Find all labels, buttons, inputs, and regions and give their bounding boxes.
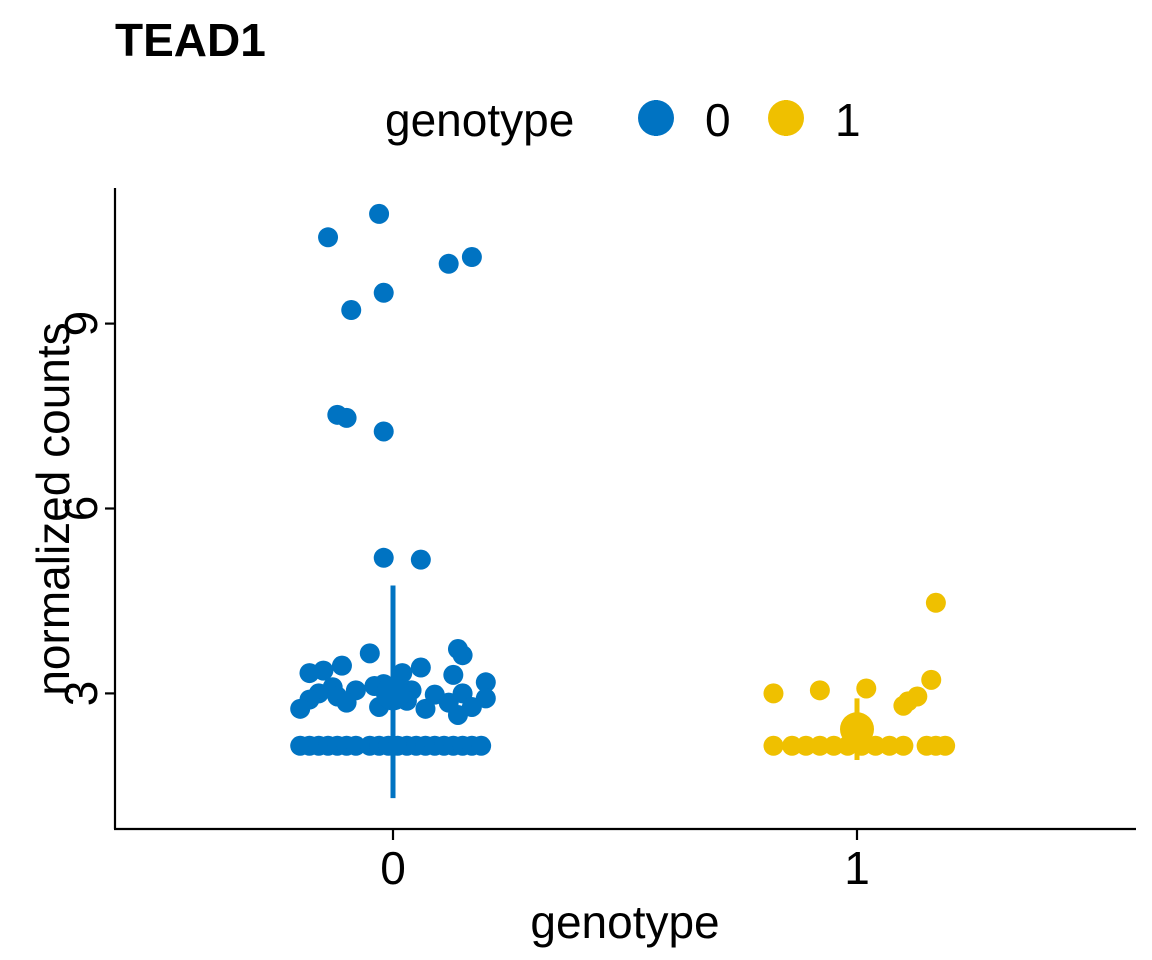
x-tick-label-0: 0 — [380, 842, 406, 894]
point-genotype-0-47 — [345, 735, 366, 756]
point-genotype-0-17 — [299, 663, 320, 684]
point-genotype-0-60 — [471, 735, 492, 756]
point-genotype-0-1 — [369, 203, 390, 224]
point-genotype-0-0 — [318, 227, 339, 248]
point-genotype-1-10 — [795, 735, 816, 756]
point-genotype-0-36 — [290, 698, 311, 719]
x-axis-label: genotype — [530, 896, 719, 948]
legend-entry-1: 1 — [768, 94, 861, 146]
point-genotype-1-16 — [879, 735, 900, 756]
point-genotype-1-17 — [893, 735, 914, 756]
legend-entry-0: 0 — [638, 94, 731, 146]
y-tick-label-2: 9 — [55, 311, 107, 337]
legend-label-1: 1 — [835, 94, 861, 146]
point-genotype-1-7 — [893, 695, 914, 716]
chart-title: TEAD1 — [115, 14, 266, 66]
plot-area — [290, 203, 956, 799]
y-tick-label-0: 3 — [55, 681, 107, 707]
point-genotype-1-12 — [823, 735, 844, 756]
y-ticks: 3 6 9 — [55, 311, 115, 706]
point-genotype-0-3 — [461, 247, 482, 268]
point-genotype-0-14 — [331, 655, 352, 676]
point-genotype-1-3 — [809, 680, 830, 701]
point-genotype-1-4 — [763, 683, 784, 704]
point-genotype-0-10 — [410, 549, 431, 570]
points-layer — [290, 203, 956, 756]
summary-mean-0 — [376, 676, 410, 711]
legend-key-1 — [768, 100, 804, 136]
point-genotype-1-11 — [809, 735, 830, 756]
point-genotype-0-22 — [475, 672, 496, 693]
point-genotype-1-2 — [856, 678, 877, 699]
point-genotype-0-13 — [452, 645, 473, 666]
point-genotype-0-37 — [415, 698, 436, 719]
y-axis-label: normalized counts — [27, 322, 79, 695]
point-genotype-0-8 — [373, 421, 394, 442]
summary-layer — [376, 585, 874, 799]
point-genotype-0-7 — [336, 407, 357, 428]
point-genotype-0-5 — [373, 282, 394, 303]
point-genotype-0-40 — [447, 704, 468, 725]
point-genotype-1-9 — [782, 735, 803, 756]
legend-label-0: 0 — [705, 94, 731, 146]
point-genotype-1-0 — [925, 592, 946, 613]
legend: genotype 0 1 — [385, 94, 861, 146]
summary-mean-1 — [840, 712, 874, 747]
point-genotype-0-11 — [359, 643, 380, 664]
legend-key-0 — [638, 100, 674, 136]
legend-title: genotype — [385, 94, 574, 146]
point-genotype-0-4 — [341, 300, 362, 321]
y-tick-label-1: 6 — [55, 496, 107, 522]
point-genotype-1-8 — [763, 735, 784, 756]
point-genotype-0-18 — [443, 664, 464, 685]
y-axis: 3 6 9 — [55, 188, 117, 829]
x-tick-label-1: 1 — [844, 842, 870, 894]
point-genotype-1-1 — [921, 669, 942, 690]
point-genotype-1-20 — [935, 735, 956, 756]
point-genotype-1-15 — [865, 735, 886, 756]
point-genotype-0-15 — [410, 657, 431, 678]
point-genotype-0-9 — [373, 547, 394, 568]
point-genotype-0-2 — [438, 253, 459, 274]
point-genotype-0-32 — [336, 692, 357, 713]
